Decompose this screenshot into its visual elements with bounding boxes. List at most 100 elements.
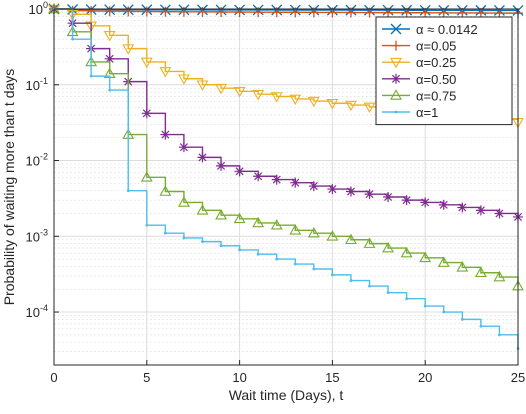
triangle-up-marker	[307, 227, 320, 238]
point-marker	[182, 236, 186, 240]
point-marker	[163, 231, 167, 235]
x-tick-label: 5	[143, 370, 150, 385]
point-marker	[349, 279, 353, 283]
plus-marker	[494, 8, 505, 19]
star-marker	[475, 205, 486, 216]
triangle-down-marker	[233, 86, 246, 98]
triangle-down-marker	[289, 94, 302, 106]
point-marker	[201, 240, 204, 244]
legend-entry: α=0.75	[382, 88, 456, 103]
star-marker	[178, 142, 189, 153]
triangle-down-marker	[122, 44, 135, 55]
plus-marker	[420, 7, 431, 18]
x-tick-label: 25	[511, 370, 525, 385]
star-marker	[494, 208, 505, 219]
legend-entry: α ≈ 0.0142	[382, 22, 478, 37]
point-marker	[275, 257, 279, 261]
legend-entry: α=0.50	[382, 72, 456, 87]
x-tick-label: 15	[325, 370, 339, 385]
plus-marker	[160, 6, 171, 17]
point-marker	[71, 37, 74, 41]
plus-marker	[457, 7, 468, 18]
triangle-down-marker	[307, 96, 320, 108]
star-marker	[290, 177, 301, 188]
triangle-up-marker	[289, 224, 302, 235]
triangle-down-marker	[140, 57, 153, 69]
axis-layer: 0 5 10 15 20 25 100 10-1 10-2 10-3 10-4	[26, 0, 526, 385]
triangle-down-marker	[270, 92, 283, 103]
triangle-up-marker	[493, 270, 506, 282]
point-marker	[386, 291, 390, 295]
star-marker	[253, 171, 264, 182]
star-marker	[401, 195, 412, 206]
triangle-up-marker	[437, 256, 450, 267]
y-tick-label: 10-4	[26, 303, 48, 320]
triangle-down-marker	[363, 102, 376, 114]
triangle-down-marker	[390, 57, 402, 69]
legend-label: α=0.50	[416, 72, 456, 87]
star-marker	[271, 174, 282, 185]
triangle-up-marker	[456, 261, 469, 272]
legend-items: α ≈ 0.0142 α=0.05α=0.25 α=0.50α=0.75 α=1	[382, 22, 478, 120]
triangle-down-marker	[326, 98, 339, 110]
triangle-up-marker	[252, 216, 265, 228]
x-tick-label: 0	[50, 370, 57, 385]
x-tick-label: 10	[232, 370, 246, 385]
triangle-up-marker	[390, 89, 402, 100]
triangle-up-marker	[345, 233, 357, 245]
legend-label: α ≈ 0.0142	[416, 22, 478, 37]
star-marker	[234, 166, 245, 177]
plus-marker	[104, 6, 115, 17]
legend-label: α=1	[416, 105, 438, 120]
triangle-up-marker	[215, 209, 227, 220]
triangle-up-marker	[270, 219, 283, 230]
triangle-up-marker	[363, 237, 376, 248]
plot-frame	[53, 8, 519, 366]
legend: α ≈ 0.0142 α=0.05α=0.25 α=0.50α=0.75 α=1	[375, 16, 513, 126]
series-group	[48, 2, 524, 291]
triangle-up-marker	[140, 171, 153, 182]
point-marker	[312, 267, 316, 271]
plus-marker	[475, 8, 486, 19]
point-marker	[219, 244, 223, 248]
triangle-up-marker	[326, 230, 339, 241]
legend-entry: α=0.25	[382, 55, 456, 70]
x-axis-label: Wait time (Days), t	[229, 387, 344, 403]
point-marker	[479, 324, 483, 328]
plus-marker	[141, 6, 152, 17]
y-tick-label: 100	[29, 0, 48, 17]
point-marker	[423, 304, 427, 308]
y-tick-label: 10-2	[26, 152, 48, 169]
point-marker	[126, 189, 130, 193]
star-marker	[327, 184, 338, 195]
legend-label: α=0.05	[416, 39, 456, 54]
star-marker	[457, 202, 468, 213]
triangle-down-marker	[159, 67, 172, 78]
triangle-up-marker	[177, 196, 190, 207]
star-marker	[438, 199, 449, 210]
plus-marker	[178, 6, 189, 17]
point-marker	[256, 252, 260, 256]
triangle-down-marker	[85, 21, 98, 32]
point-marker	[405, 297, 409, 301]
y-tick-label: 10-3	[26, 227, 48, 244]
triangle-down-marker	[103, 30, 116, 42]
point-marker	[293, 262, 297, 266]
x-tick-label: 20	[418, 370, 432, 385]
star-marker	[104, 53, 115, 64]
triangle-down-marker	[345, 100, 357, 112]
series-line	[54, 8, 519, 349]
legend-entry: α=0.05	[382, 39, 456, 54]
star-marker	[420, 197, 431, 208]
point-marker	[89, 74, 93, 78]
point-marker	[331, 273, 334, 277]
star-marker	[391, 73, 401, 84]
triangle-down-marker	[252, 89, 265, 101]
series-group	[52, 7, 520, 350]
triangle-up-marker	[159, 185, 172, 196]
legend-label: α=0.75	[416, 88, 456, 103]
triangle-up-marker	[419, 251, 432, 263]
plus-marker	[438, 7, 449, 18]
point-marker	[108, 88, 112, 92]
